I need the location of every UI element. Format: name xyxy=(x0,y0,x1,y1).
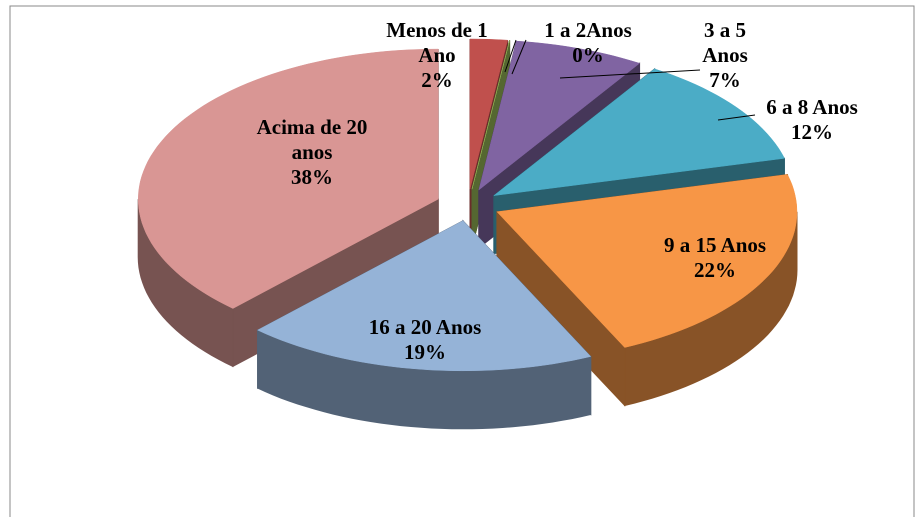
category-label: Menos de 1 Ano xyxy=(386,18,488,67)
value-label: 19% xyxy=(404,340,446,364)
slice xyxy=(496,174,798,348)
slice xyxy=(471,40,510,190)
data-label: Menos de 1 Ano 2% xyxy=(372,18,502,93)
slice xyxy=(257,220,592,372)
slice xyxy=(469,38,508,190)
data-label: 1 a 2Anos 0% xyxy=(533,18,643,68)
value-label: 38% xyxy=(291,165,333,189)
value-label: 7% xyxy=(709,68,741,92)
data-label: 16 a 20 Anos 19% xyxy=(340,315,510,365)
value-label: 2% xyxy=(421,68,453,92)
pie xyxy=(137,38,798,430)
value-label: 0% xyxy=(572,43,604,67)
leader-line xyxy=(559,69,701,79)
category-label: 1 a 2Anos xyxy=(544,18,632,42)
category-label: 3 a 5 Anos xyxy=(702,18,748,67)
category-label: Acima de 20 anos xyxy=(256,115,368,164)
data-label: 3 a 5 Anos 7% xyxy=(685,18,765,93)
value-label: 22% xyxy=(694,258,736,282)
category-label: 16 a 20 Anos xyxy=(368,315,482,339)
category-label: 9 a 15 Anos xyxy=(663,233,767,257)
frame xyxy=(9,5,915,517)
slice xyxy=(493,68,785,196)
value-label: 12% xyxy=(791,120,833,144)
category-label: 6 a 8 Anos xyxy=(766,95,858,119)
slice xyxy=(138,48,439,309)
data-label: 9 a 15 Anos 22% xyxy=(635,233,795,283)
slice xyxy=(478,40,641,191)
data-label: Acima de 20 anos 38% xyxy=(237,115,387,190)
data-label: 6 a 8 Anos 12% xyxy=(747,95,877,145)
leader-line xyxy=(511,39,527,75)
leader-line xyxy=(717,114,756,121)
leader-lines xyxy=(504,39,756,121)
leader-line xyxy=(504,39,517,73)
